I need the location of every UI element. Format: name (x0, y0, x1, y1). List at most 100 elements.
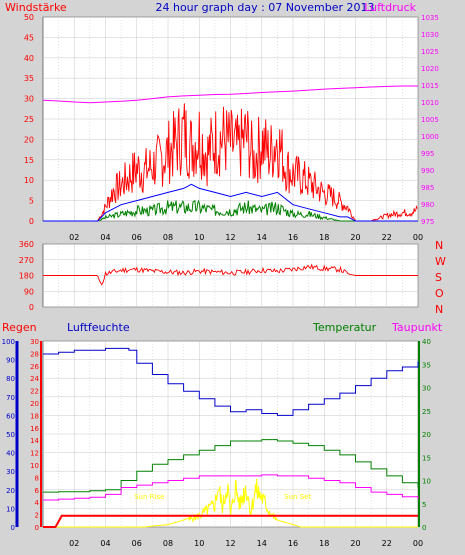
temperature-axis-title: Temperatur (312, 321, 377, 334)
temperature-tick-label: 30 (422, 385, 431, 393)
pressure-tick-label: 1015 (421, 82, 439, 90)
pressure-series (42, 85, 418, 104)
humidity-tick-label: 80 (6, 375, 15, 383)
sunset-label: Sun Set (284, 493, 311, 501)
humidity-tick-label: 10 (6, 505, 15, 513)
temperature-tick-label: 40 (422, 338, 431, 346)
x-tick-label-bottom: 12 (225, 539, 235, 548)
x-tick-label-top: 06 (132, 233, 142, 242)
rain-tick-label: 24 (30, 375, 39, 383)
pressure-tick-label: 1005 (421, 116, 439, 124)
sunrise-label: Sun Rise (134, 493, 164, 501)
wind-tick-label: 10 (24, 176, 34, 185)
x-tick-label-top: 02 (69, 233, 79, 242)
wind-tick-label: 40 (24, 54, 34, 63)
rain-tick-label: 22 (30, 388, 39, 396)
x-tick-label-top: 14 (257, 233, 267, 242)
rain-tick-label: 8 (35, 474, 39, 482)
temperature-series (43, 439, 419, 493)
x-tick-label-top: 22 (382, 233, 392, 242)
wind-tick-label: 25 (24, 115, 34, 124)
x-tick-label-bottom: 18 (319, 539, 329, 548)
pressure-tick-label: 975 (421, 218, 434, 226)
rain-tick-label: 2 (35, 512, 39, 520)
x-tick-label-top: 16 (288, 233, 298, 242)
x-tick-label-top: 00 (413, 233, 423, 242)
wind-tick-label: 35 (24, 74, 34, 83)
wind-direction-series (43, 263, 418, 286)
pressure-tick-label: 1010 (421, 99, 439, 107)
chart-title: 24 hour graph day : 07 November 2013 (155, 1, 374, 14)
wind-tick-label: 15 (24, 156, 34, 165)
pressure-tick-label: 1025 (421, 48, 439, 56)
direction-tick-label: 360 (19, 240, 34, 249)
x-tick-label-top: 10 (194, 233, 204, 242)
x-tick-label-bottom: 08 (163, 539, 173, 548)
rain-axis-title: Regen (2, 321, 37, 334)
rain-tick-label: 26 (30, 363, 39, 371)
humidity-tick-label: 40 (6, 450, 15, 458)
rain-tick-label: 16 (30, 425, 39, 433)
wind-gust-series (43, 103, 418, 222)
x-tick-label-bottom: 06 (132, 539, 142, 548)
pressure-tick-label: 1030 (421, 31, 439, 39)
temperature-tick-label: 35 (422, 361, 431, 369)
direction-tick-label: 180 (19, 272, 34, 281)
wind-tick-label: 50 (24, 13, 34, 22)
wind-avg-series (43, 183, 418, 222)
wind-tick-label: 30 (24, 95, 34, 104)
rain-tick-label: 4 (35, 499, 40, 507)
x-tick-label-top: 20 (350, 233, 360, 242)
temperature-tick-label: 25 (422, 408, 431, 416)
rain-tick-label: 14 (30, 437, 39, 445)
direction-label-o: O (435, 287, 444, 300)
pressure-tick-label: 980 (421, 201, 434, 209)
pressure-tick-label: 1035 (421, 14, 439, 22)
direction-tick-label: 0 (29, 303, 34, 312)
temperature-tick-label: 10 (422, 478, 431, 486)
wind-tick-label: 5 (29, 197, 34, 206)
wind-axis-title: Windstärke (5, 1, 67, 14)
pressure-tick-label: 1000 (421, 133, 439, 141)
humidity-tick-label: 70 (6, 394, 15, 402)
humidity-tick-label: 90 (6, 357, 15, 365)
x-tick-label-top: 18 (319, 233, 329, 242)
rain-tick-label: 20 (30, 400, 39, 408)
direction-label-n2: N (435, 303, 443, 316)
x-tick-label-top: 04 (100, 233, 110, 242)
dewpoint-series (43, 474, 419, 501)
temperature-tick-label: 0 (422, 524, 426, 532)
wind-tick-label: 20 (24, 135, 34, 144)
direction-tick-label: 90 (24, 287, 34, 296)
x-tick-label-bottom: 00 (413, 539, 423, 548)
pressure-tick-label: 1020 (421, 65, 439, 73)
x-tick-label-bottom: 02 (69, 539, 79, 548)
temperature-tick-label: 5 (422, 501, 426, 509)
x-tick-label-top: 08 (163, 233, 173, 242)
temperature-tick-label: 15 (422, 454, 431, 462)
pressure-tick-label: 995 (421, 150, 434, 158)
humidity-axis-title: Luftfeuchte (67, 321, 130, 334)
x-tick-label-bottom: 10 (194, 539, 204, 548)
humidity-tick-label: 20 (6, 487, 15, 495)
direction-tick-label: 270 (19, 256, 34, 265)
x-tick-label-top: 12 (225, 233, 235, 242)
direction-label-s: S (435, 271, 442, 284)
humidity-tick-label: 60 (6, 412, 15, 420)
direction-label-w: W (435, 255, 446, 268)
pressure-axis-title: Luftdruck (364, 1, 416, 14)
humidity-tick-label: 0 (11, 524, 15, 532)
rain-tick-label: 10 (30, 462, 39, 470)
x-tick-label-bottom: 22 (382, 539, 392, 548)
humidity-tick-label: 50 (6, 431, 15, 439)
wind-tick-label: 45 (24, 33, 34, 42)
wind-tick-label: 0 (29, 217, 34, 226)
x-tick-label-bottom: 04 (100, 539, 110, 548)
rain-tick-label: 0 (35, 524, 39, 532)
rain-tick-label: 6 (35, 487, 40, 495)
humidity-series (43, 347, 419, 416)
pressure-tick-label: 990 (421, 167, 434, 175)
x-tick-label-bottom: 20 (350, 539, 360, 548)
x-tick-label-bottom: 16 (288, 539, 298, 548)
